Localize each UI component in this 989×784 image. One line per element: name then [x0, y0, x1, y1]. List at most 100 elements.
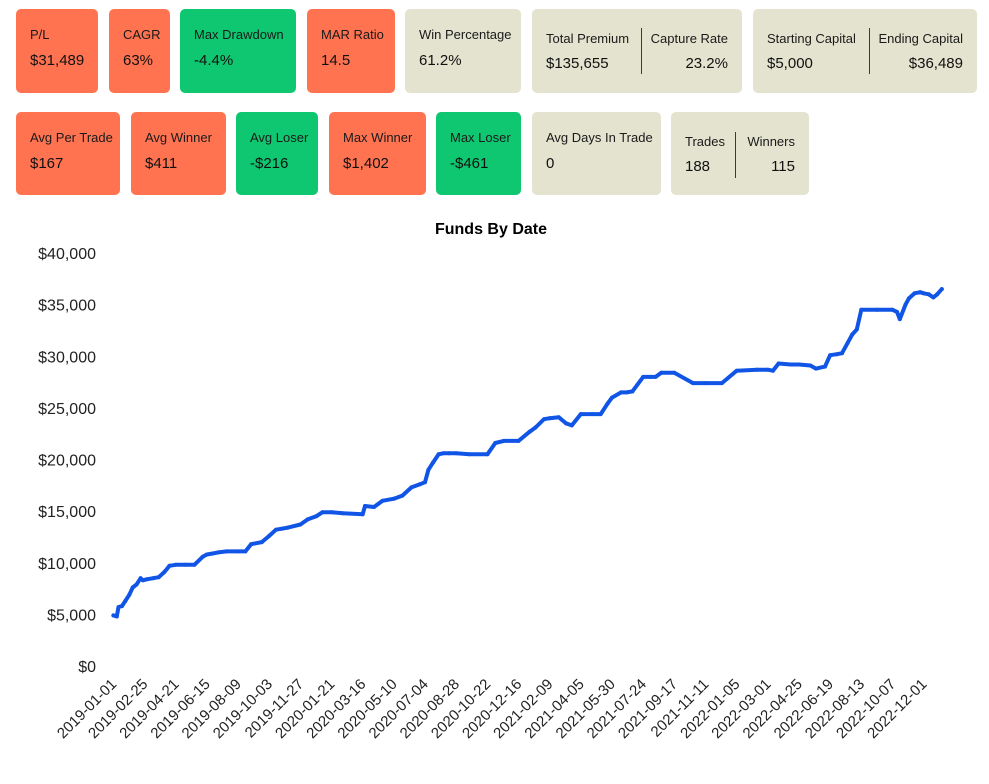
stat-card-avg-winner: Avg Winner $411 [131, 112, 226, 195]
stat-value-starting-capital: $5,000 [767, 55, 813, 72]
stat-label-starting-capital: Starting Capital [767, 31, 856, 46]
stat-value: -$461 [450, 155, 489, 172]
data-point [875, 307, 880, 312]
data-point [918, 290, 923, 295]
data-point [516, 438, 521, 443]
data-point [912, 291, 917, 296]
divider [869, 28, 870, 74]
data-point [845, 340, 850, 345]
data-point [630, 389, 635, 394]
data-point [501, 438, 506, 443]
data-point [363, 504, 367, 508]
data-point [564, 421, 569, 426]
stat-card-mar-ratio: MAR Ratio 14.5 [307, 9, 395, 93]
data-point [719, 381, 724, 386]
data-point [834, 352, 839, 357]
stat-card-pl: P/L $31,489 [16, 9, 98, 93]
stat-label-ending-capital: Ending Capital [878, 31, 963, 46]
data-point [619, 390, 624, 395]
data-point [156, 575, 161, 580]
y-tick-label: $35,000 [38, 298, 96, 315]
data-point [441, 451, 446, 456]
data-point [467, 452, 472, 457]
data-point [590, 412, 595, 417]
stat-label-trades: Trades [685, 134, 725, 149]
data-point [249, 542, 254, 547]
data-point [183, 562, 188, 567]
data-point [648, 374, 652, 379]
stat-label: Max Drawdown [194, 27, 284, 42]
divider [735, 132, 736, 178]
stat-card-cagr: CAGR 63% [109, 9, 170, 93]
data-point [423, 480, 427, 485]
data-point [828, 353, 833, 358]
data-point [372, 505, 376, 509]
data-point [210, 551, 215, 556]
data-point [173, 562, 178, 567]
data-point [298, 522, 303, 527]
stat-card-avg-loser: Avg Loser -$216 [236, 112, 318, 195]
data-point [243, 549, 248, 554]
stat-card-avg-days: Avg Days In Trade 0 [532, 112, 661, 195]
data-point [360, 512, 365, 517]
data-point [931, 295, 936, 300]
data-point [672, 370, 677, 375]
data-point [897, 317, 902, 322]
data-point [259, 540, 264, 545]
stat-card-max-winner: Max Winner $1,402 [329, 112, 426, 195]
data-point [556, 415, 561, 420]
data-point [380, 498, 385, 503]
data-point [446, 451, 451, 456]
data-point [770, 368, 775, 373]
stat-card-avg-per-trade: Avg Per Trade $167 [16, 112, 120, 195]
stat-label: CAGR [123, 27, 161, 42]
data-point [236, 549, 241, 554]
y-axis: $0 $5,000 $10,000 $15,000 $20,000 $25,000 $30,… [38, 246, 96, 676]
data-point [547, 416, 552, 421]
stat-label-winners: Winners [747, 134, 795, 149]
data-point [823, 364, 827, 369]
y-tick-label: $15,000 [38, 504, 96, 521]
data-point [527, 429, 532, 434]
stat-card-max-loser: Max Loser -$461 [436, 112, 521, 195]
stat-label: Avg Winner [145, 130, 212, 145]
data-point [279, 526, 284, 531]
stat-card-max-drawdown: Max Drawdown -4.4% [180, 9, 296, 93]
data-point [610, 395, 614, 400]
stat-value-winners: 115 [771, 158, 795, 175]
data-point [765, 367, 770, 372]
stat-value-trades: 188 [685, 158, 711, 175]
data-point [485, 452, 490, 457]
data-point [162, 570, 167, 574]
data-point [340, 511, 345, 516]
data-point [850, 332, 855, 337]
data-point [305, 517, 310, 522]
stat-value-ending-capital: $36,489 [908, 55, 963, 72]
data-point [119, 604, 124, 609]
data-point [123, 599, 128, 603]
funds-by-date-chart: Funds By Date $0 $5,000 $10,000 $15,000 $20,… [38, 221, 944, 742]
data-point [890, 307, 895, 312]
data-point [400, 493, 405, 498]
stat-label-total-premium: Total Premium [546, 31, 630, 46]
data-point [285, 525, 290, 530]
data-point [192, 562, 197, 567]
stat-value: $1,402 [343, 155, 389, 172]
data-point [903, 302, 908, 307]
data-point [939, 287, 944, 292]
data-point [320, 510, 325, 515]
data-point [426, 467, 431, 472]
data-point [776, 361, 781, 366]
data-point [921, 291, 926, 296]
stat-value: 63% [123, 52, 154, 69]
data-point [431, 460, 435, 465]
y-tick-label: $25,000 [38, 401, 96, 418]
stat-card-premium: Total Premium $135,655 Capture Rate 23.2… [532, 9, 742, 93]
data-point [533, 425, 538, 430]
data-point [569, 423, 574, 428]
data-point [605, 401, 610, 406]
data-point [854, 327, 859, 332]
stat-label-capture-rate: Capture Rate [650, 31, 728, 46]
data-point [436, 452, 441, 457]
stat-card-capital: Starting Capital $5,000 Ending Capital $… [753, 9, 977, 93]
